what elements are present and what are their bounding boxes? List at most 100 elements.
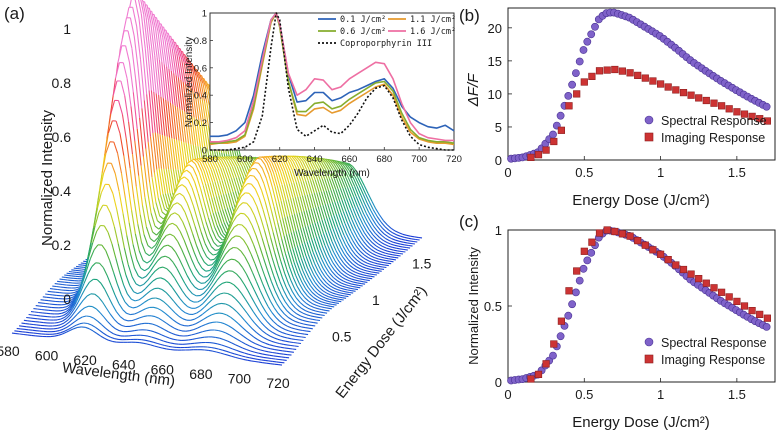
imaging-response-point	[551, 341, 558, 348]
imaging-response-point	[596, 68, 603, 75]
imaging-response-point	[634, 72, 641, 79]
imaging-response-point	[741, 303, 748, 310]
waterfall-curve-segment	[394, 250, 398, 251]
waterfall-curve-segment	[46, 304, 50, 305]
spectral-response-point	[584, 38, 591, 45]
imaging-response-point	[657, 251, 664, 258]
waterfall-curve-segment	[53, 334, 57, 335]
imaging-response-point	[695, 275, 702, 282]
waterfall-curve-segment	[354, 282, 358, 283]
waterfall-curve-segment	[383, 263, 387, 264]
waterfall-curve-segment	[18, 331, 22, 332]
y-tick-label: 5	[495, 120, 502, 135]
waterfall-curve-segment	[314, 323, 318, 324]
spectral-response-point	[763, 323, 770, 330]
imaging-response-point	[566, 103, 573, 110]
waterfall-curve-segment	[278, 356, 282, 357]
waterfall-curve-segment	[73, 290, 77, 291]
waterfall-curve-segment	[350, 288, 354, 289]
waterfall-curve-segment	[387, 263, 391, 264]
waterfall-curve-segment	[390, 261, 394, 262]
y-tick-label: 0	[495, 153, 502, 168]
waterfall-curve-segment	[112, 341, 116, 342]
waterfall-curve-segment	[224, 293, 228, 294]
waterfall-curve-segment	[271, 359, 275, 360]
spectral-response-point	[557, 112, 564, 119]
waterfall-curve-segment	[270, 355, 274, 356]
inset-y-tick-label: 0.2	[194, 118, 207, 129]
waterfall-curve-segment	[267, 363, 271, 364]
imaging-response-point	[589, 73, 596, 80]
waterfall-curve-segment	[321, 315, 325, 316]
spectral-response-point	[580, 265, 587, 272]
imaging-response-point	[756, 311, 763, 318]
waterfall-curve-segment	[210, 343, 214, 344]
spectral-response-point	[588, 249, 595, 256]
legend-marker-square	[645, 133, 653, 141]
waterfall-curve-segment	[270, 364, 274, 365]
waterfall-curve-segment	[36, 306, 40, 307]
waterfall-curve-segment	[397, 255, 401, 256]
waterfall-curve-segment	[317, 314, 321, 315]
waterfall-curve-segment	[27, 335, 31, 336]
waterfall-curve-segment	[354, 289, 358, 290]
waterfall-curve-segment	[255, 362, 259, 363]
spectral-response-point	[763, 103, 770, 110]
inset-x-tick-label: 660	[341, 154, 357, 165]
imaging-response-point	[604, 67, 611, 74]
waterfall-curve-segment	[245, 193, 249, 194]
waterfall-curve-segment	[293, 332, 297, 333]
legend-marker-circle	[645, 116, 653, 124]
imaging-response-point	[619, 68, 626, 75]
waterfall-curve-segment	[327, 306, 331, 307]
imaging-response-point	[528, 154, 535, 161]
waterfall-curve-segment	[215, 250, 219, 251]
waterfall-curve-segment	[307, 331, 311, 332]
waterfall-curve-segment	[360, 281, 364, 282]
waterfall-curve-segment	[166, 349, 170, 350]
inset-y-tick-label: 0.8	[194, 36, 207, 47]
waterfall-curve-segment	[375, 273, 379, 274]
waterfall-curve-segment	[86, 316, 90, 317]
waterfall-curve-segment	[17, 328, 21, 329]
waterfall-curve-segment	[282, 351, 286, 352]
imaging-response-point	[573, 268, 580, 275]
waterfall-curve-segment	[418, 237, 422, 238]
waterfall-curve-segment	[391, 257, 395, 258]
waterfall-curve-segment	[369, 274, 373, 275]
waterfall-curve-segment	[387, 256, 391, 257]
waterfall-curve-segment	[380, 269, 384, 270]
waterfall-curve-segment	[25, 329, 29, 330]
waterfall-curve-segment	[311, 325, 315, 326]
waterfall-curve-segment	[300, 340, 304, 341]
a-x-tick-label: 720	[266, 375, 290, 391]
waterfall-curve-segment	[24, 320, 28, 321]
waterfall-curve-segment	[43, 297, 47, 298]
waterfall-curve-segment	[151, 316, 155, 317]
panel-label-c: (c)	[459, 212, 479, 231]
inset-legend-label: 1.6 J/cm²	[410, 27, 456, 37]
waterfall-curve-segment	[399, 254, 403, 255]
waterfall-curve-segment	[414, 237, 418, 238]
waterfall-curve-segment	[159, 267, 163, 268]
imaging-response-point	[596, 230, 603, 237]
waterfall-curve-segment	[275, 359, 279, 360]
waterfall-curve-segment	[261, 360, 265, 361]
waterfall-curve-segment	[384, 258, 388, 259]
waterfall-curve-segment	[290, 352, 294, 353]
waterfall-curve-segment	[231, 259, 235, 260]
waterfall-curve-segment	[409, 246, 413, 247]
imaging-response-point	[581, 79, 588, 86]
waterfall-curve-segment	[257, 158, 261, 159]
imaging-response-point	[642, 242, 649, 249]
waterfall-curve-segment	[379, 266, 383, 267]
c-xlabel: Energy Dose (J/cm²)	[572, 414, 710, 431]
inset-y-tick-label: 0.6	[194, 63, 207, 74]
waterfall-curve-segment	[55, 284, 59, 285]
waterfall-curve-segment	[344, 289, 348, 290]
waterfall-curve-segment	[36, 315, 40, 316]
waterfall-curve-segment	[197, 338, 201, 339]
